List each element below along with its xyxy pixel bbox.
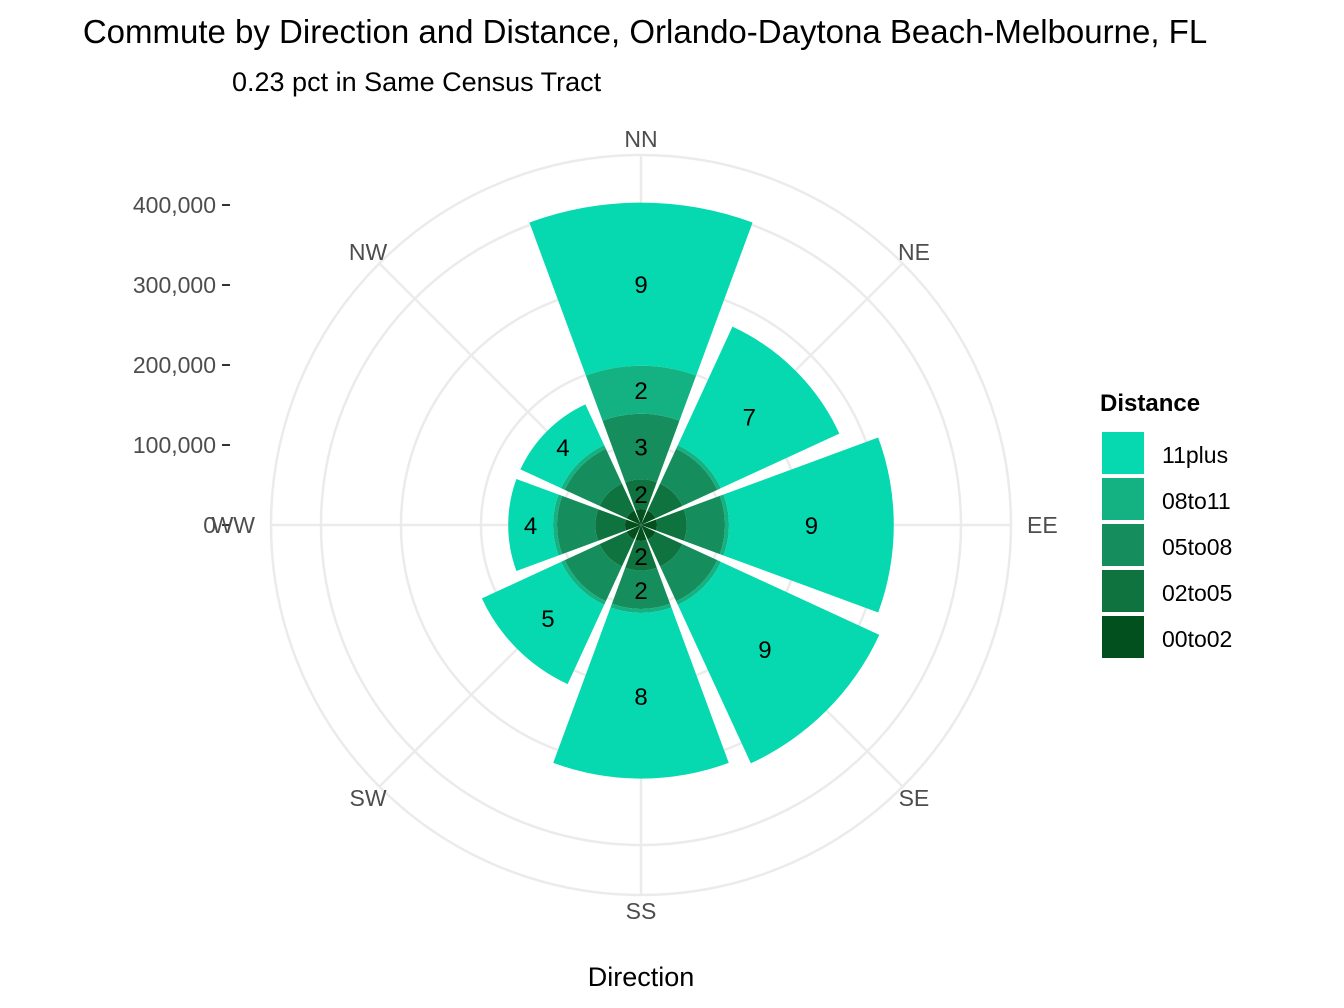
bar-segment-NE-05to08 xyxy=(660,448,718,506)
bar-segment-SS-11plus xyxy=(553,607,729,779)
bar-segment-NW-08to11 xyxy=(561,445,606,490)
bar-segment-NW-02to05 xyxy=(599,483,635,519)
bar-segment-NE-11plus xyxy=(677,326,840,489)
bar-segment-WW-02to05 xyxy=(595,509,626,541)
bar-segment-WW-05to08 xyxy=(557,495,599,555)
bar-segment-SS-05to08 xyxy=(611,567,671,609)
direction-label-NW: NW xyxy=(349,239,388,265)
bar-label-WW-11plus: 4 xyxy=(524,513,537,540)
direction-label-WW: WW xyxy=(212,512,256,538)
x-axis-title: Direction xyxy=(588,962,695,992)
bar-segment-SE-08to11 xyxy=(676,560,721,605)
bar-segment-EE-05to08 xyxy=(683,495,725,555)
bar-segment-NN-02to05 xyxy=(625,479,657,510)
bar-segment-NW-00to02 xyxy=(626,510,641,525)
bar-segment-NE-08to11 xyxy=(676,445,721,490)
direction-label-SW: SW xyxy=(350,785,387,811)
radial-tick-label: 300,000 xyxy=(133,272,216,298)
bar-segment-SW-08to11 xyxy=(561,560,606,605)
bar-segment-SS-02to05 xyxy=(625,540,657,571)
legend-swatch-00to02 xyxy=(1102,616,1144,658)
legend-swatch-11plus xyxy=(1102,432,1144,474)
legend-swatch-02to05 xyxy=(1102,570,1144,612)
bar-segment-NN-00to02 xyxy=(635,509,647,525)
bar-segment-NN-11plus xyxy=(529,202,753,376)
direction-label-NN: NN xyxy=(624,126,657,152)
legend-label-02to05: 02to05 xyxy=(1162,580,1232,606)
bar-segment-NN-08to11 xyxy=(585,365,697,421)
bar-segment-EE-00to02 xyxy=(641,519,657,531)
bar-segment-SW-02to05 xyxy=(599,531,635,567)
radial-tick-label: 0 xyxy=(203,512,216,538)
bar-segment-SW-00to02 xyxy=(626,525,641,540)
bar-segment-WW-08to11 xyxy=(553,494,563,556)
direction-label-SE: SE xyxy=(899,785,930,811)
bar-segment-NE-02to05 xyxy=(647,483,683,519)
bar-segment-SS-00to02 xyxy=(635,525,647,541)
bar-label-NN-08to11: 2 xyxy=(634,378,647,405)
bar-label-NN-11plus: 9 xyxy=(634,272,647,299)
bar-segment-EE-02to05 xyxy=(656,509,687,541)
bar-label-NW-11plus: 4 xyxy=(556,435,569,462)
bar-segment-EE-08to11 xyxy=(719,494,729,556)
bar-segment-SE-11plus xyxy=(677,561,880,764)
bar-label-SS-05to08: 2 xyxy=(634,578,647,605)
legend-label-00to02: 00to02 xyxy=(1162,626,1232,652)
bar-segment-SE-00to02 xyxy=(641,525,656,540)
radial-axis: 0 100,000 200,000 300,000 400,000 xyxy=(133,192,230,538)
bar-segment-SW-05to08 xyxy=(564,544,622,602)
bars xyxy=(481,202,894,779)
radial-tick-label: 400,000 xyxy=(133,192,216,218)
bar-label-EE-11plus: 9 xyxy=(805,513,818,540)
bar-label-NN-05to08: 3 xyxy=(634,435,647,462)
direction-label-SS: SS xyxy=(626,898,657,924)
direction-labels: NN NE EE SE SS SW WW NW xyxy=(212,126,1058,924)
direction-label-EE: EE xyxy=(1027,512,1058,538)
bar-segment-WW-11plus xyxy=(508,479,559,571)
segment-labels: 9 2 3 2 7 9 9 8 2 2 5 4 4 xyxy=(524,272,818,711)
legend-label-05to08: 05to08 xyxy=(1162,534,1232,560)
bar-segment-NE-00to02 xyxy=(641,510,656,525)
bar-segment-NW-11plus xyxy=(520,404,605,489)
bar-segment-SE-05to08 xyxy=(660,544,718,602)
radial-tick-label: 100,000 xyxy=(133,432,216,458)
bar-segment-SE-02to05 xyxy=(647,531,683,567)
bar-segment-SS-08to11 xyxy=(610,603,672,614)
bar-label-SS-02to05: 2 xyxy=(634,544,647,571)
legend-label-08to11: 08to11 xyxy=(1162,488,1231,514)
bar-label-SE-11plus: 9 xyxy=(758,637,771,664)
bar-segment-SW-11plus xyxy=(481,561,605,685)
bar-label-SS-11plus: 8 xyxy=(634,684,647,711)
bar-segment-NW-05to08 xyxy=(564,448,622,506)
chart-title: Commute by Direction and Distance, Orlan… xyxy=(83,13,1207,50)
legend-swatch-08to11 xyxy=(1102,478,1144,520)
radial-tick-label: 200,000 xyxy=(133,352,216,378)
legend-title: Distance xyxy=(1100,390,1200,417)
bar-label-NN-02to05: 2 xyxy=(634,482,647,509)
bar-label-NE-11plus: 7 xyxy=(743,405,756,432)
bar-segment-NN-05to08 xyxy=(602,413,680,483)
bar-segment-WW-00to02 xyxy=(625,519,641,531)
legend-swatch-05to08 xyxy=(1102,524,1144,566)
bar-segment-EE-11plus xyxy=(723,437,894,613)
legend-label-11plus: 11plus xyxy=(1162,442,1228,468)
legend: Distance 11plus 08to11 05to08 02to05 00to02 xyxy=(1100,390,1232,658)
direction-label-NE: NE xyxy=(898,239,930,265)
chart-subtitle: 0.23 pct in Same Census Tract xyxy=(232,67,602,97)
bar-label-SW-11plus: 5 xyxy=(541,606,554,633)
